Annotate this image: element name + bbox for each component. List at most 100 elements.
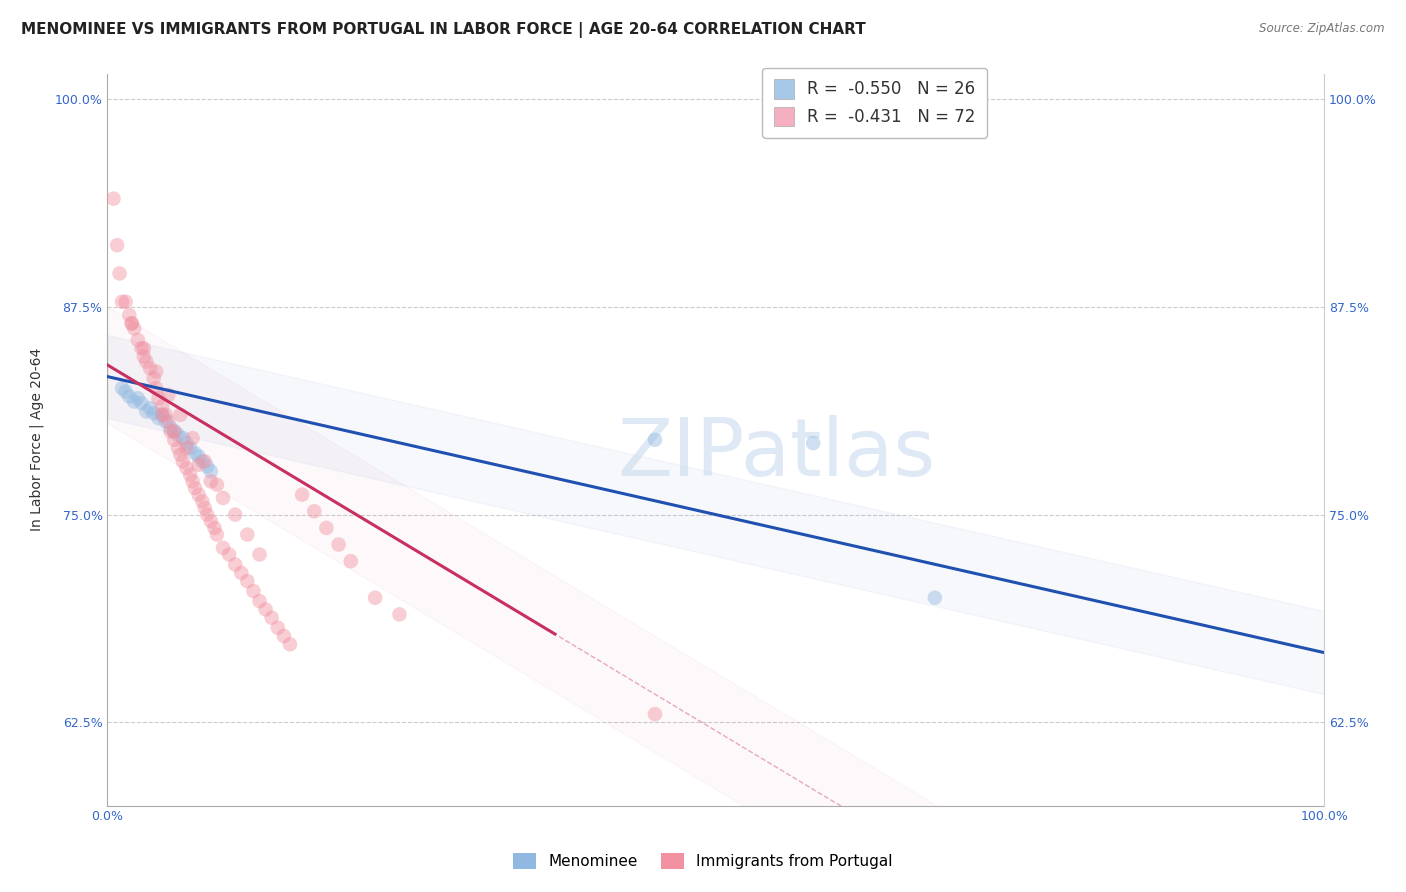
Point: [121, 317, 143, 331]
Point: [267, 621, 290, 635]
Point: [163, 433, 186, 447]
Point: [105, 238, 128, 252]
Point: [212, 491, 235, 505]
Point: [194, 454, 217, 468]
Point: [236, 574, 259, 588]
Point: [291, 488, 314, 502]
Point: [801, 436, 824, 450]
Point: [388, 607, 411, 622]
Point: [155, 415, 177, 429]
Point: [142, 406, 165, 420]
Point: [273, 629, 295, 643]
Point: [176, 436, 198, 450]
Point: [924, 591, 946, 605]
Point: [148, 391, 170, 405]
Point: [200, 475, 222, 489]
Point: [315, 521, 337, 535]
Point: [224, 558, 246, 572]
Point: [187, 450, 209, 464]
Point: [139, 401, 162, 416]
Point: [159, 421, 181, 435]
Legend: Menominee, Immigrants from Portugal: Menominee, Immigrants from Portugal: [508, 847, 898, 875]
Point: [191, 494, 214, 508]
Point: [184, 481, 207, 495]
Point: [204, 521, 226, 535]
Point: [150, 400, 173, 414]
Point: [150, 408, 173, 422]
Point: [254, 602, 277, 616]
Point: [205, 527, 228, 541]
Point: [644, 433, 666, 447]
Point: [249, 548, 271, 562]
Legend: R =  -0.550   N = 26, R =  -0.431   N = 72: R = -0.550 N = 26, R = -0.431 N = 72: [762, 68, 987, 137]
Point: [157, 388, 180, 402]
Point: [131, 396, 153, 410]
Point: [179, 441, 201, 455]
Point: [200, 514, 222, 528]
Point: [159, 425, 181, 439]
Point: [142, 371, 165, 385]
Point: [118, 390, 141, 404]
Point: [114, 294, 136, 309]
Point: [145, 365, 167, 379]
Point: [108, 267, 131, 281]
Point: [135, 404, 157, 418]
Point: [176, 441, 198, 455]
Text: ZIPatlas: ZIPatlas: [617, 416, 936, 493]
Point: [231, 566, 253, 580]
Point: [118, 308, 141, 322]
Point: [364, 591, 387, 605]
Text: Source: ZipAtlas.com: Source: ZipAtlas.com: [1260, 22, 1385, 36]
Point: [135, 354, 157, 368]
Point: [260, 610, 283, 624]
Point: [132, 341, 155, 355]
Text: MENOMINEE VS IMMIGRANTS FROM PORTUGAL IN LABOR FORCE | AGE 20-64 CORRELATION CHA: MENOMINEE VS IMMIGRANTS FROM PORTUGAL IN…: [21, 22, 866, 38]
Point: [187, 458, 209, 472]
Point: [132, 350, 155, 364]
Point: [249, 594, 271, 608]
Point: [191, 454, 214, 468]
Point: [157, 415, 180, 429]
Point: [224, 508, 246, 522]
Point: [195, 508, 218, 522]
Point: [122, 321, 145, 335]
Point: [339, 554, 361, 568]
Point: [236, 527, 259, 541]
Point: [150, 408, 173, 422]
Point: [148, 411, 170, 425]
Point: [328, 537, 350, 551]
Point: [179, 467, 201, 482]
Point: [304, 504, 326, 518]
Point: [181, 431, 204, 445]
Point: [644, 707, 666, 722]
Point: [278, 637, 301, 651]
Point: [184, 446, 207, 460]
Point: [200, 464, 222, 478]
Point: [187, 488, 209, 502]
Point: [103, 192, 125, 206]
Point: [167, 427, 190, 442]
Point: [167, 441, 190, 455]
Point: [111, 381, 134, 395]
Point: [218, 548, 240, 562]
Point: [163, 425, 186, 439]
Point: [205, 477, 228, 491]
Point: [145, 381, 167, 395]
Point: [172, 454, 194, 468]
Y-axis label: In Labor Force | Age 20-64: In Labor Force | Age 20-64: [30, 348, 44, 532]
Point: [181, 475, 204, 489]
Point: [169, 408, 191, 422]
Point: [114, 384, 136, 399]
Point: [242, 584, 264, 599]
Point: [127, 333, 149, 347]
Point: [127, 391, 149, 405]
Point: [131, 341, 153, 355]
Point: [194, 500, 217, 515]
Point: [195, 459, 218, 474]
Point: [122, 394, 145, 409]
Point: [172, 431, 194, 445]
Point: [212, 541, 235, 555]
Point: [163, 425, 186, 439]
Point: [121, 317, 143, 331]
Point: [176, 461, 198, 475]
